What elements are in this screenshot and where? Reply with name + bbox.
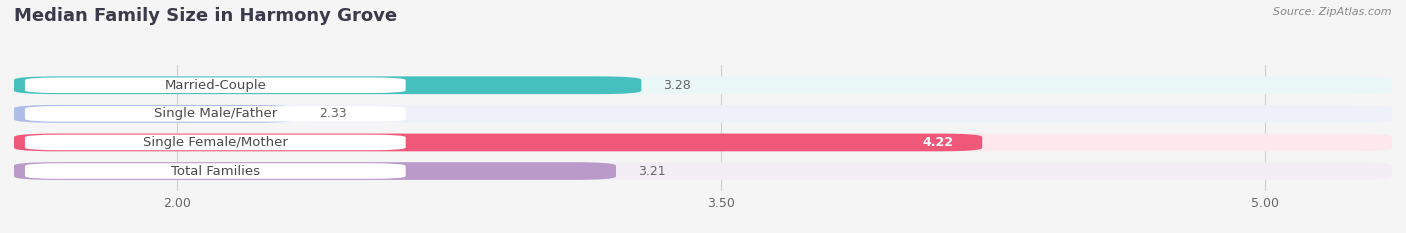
FancyBboxPatch shape <box>25 106 406 122</box>
Text: 3.21: 3.21 <box>638 164 665 178</box>
Text: Single Female/Mother: Single Female/Mother <box>143 136 288 149</box>
Text: Single Male/Father: Single Male/Father <box>153 107 277 120</box>
Text: 2.33: 2.33 <box>319 107 346 120</box>
FancyBboxPatch shape <box>14 134 983 151</box>
FancyBboxPatch shape <box>25 135 406 150</box>
Text: Married-Couple: Married-Couple <box>165 79 266 92</box>
Text: 3.28: 3.28 <box>664 79 690 92</box>
FancyBboxPatch shape <box>14 162 616 180</box>
Text: Median Family Size in Harmony Grove: Median Family Size in Harmony Grove <box>14 7 396 25</box>
FancyBboxPatch shape <box>14 105 297 123</box>
FancyBboxPatch shape <box>14 76 641 94</box>
Text: 4.22: 4.22 <box>922 136 953 149</box>
FancyBboxPatch shape <box>25 77 406 93</box>
FancyBboxPatch shape <box>14 134 1392 151</box>
FancyBboxPatch shape <box>14 162 1392 180</box>
Text: Total Families: Total Families <box>170 164 260 178</box>
Text: Source: ZipAtlas.com: Source: ZipAtlas.com <box>1274 7 1392 17</box>
FancyBboxPatch shape <box>14 105 1392 123</box>
FancyBboxPatch shape <box>25 163 406 179</box>
FancyBboxPatch shape <box>14 76 1392 94</box>
